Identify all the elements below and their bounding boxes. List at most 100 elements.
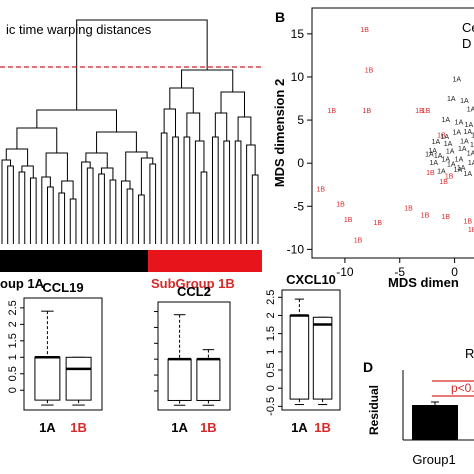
boxplot-y-tick-label: -0.5 (265, 397, 277, 416)
dendrogram-branch (138, 194, 145, 204)
scatter-point-label: 1A (454, 167, 463, 174)
dendrogram-branch (251, 174, 259, 184)
dendrogram-branch (160, 132, 168, 176)
scatter-corner-text-1: Ce (462, 20, 474, 35)
dendrogram-branch (109, 179, 117, 189)
boxplot-category-label: 1A (39, 420, 56, 435)
boxplot-box (65, 356, 92, 401)
scatter-point-label: 1A (425, 151, 434, 158)
dendrogram-branch (149, 163, 157, 207)
pvalue-label: p<0. (451, 381, 474, 395)
scatter-point-label: 1B (365, 68, 374, 75)
scatter-point-label: 1A (444, 141, 453, 148)
scatter-point-label: 1B (442, 214, 451, 221)
dendrogram-branch (120, 180, 131, 192)
scatter-point-label: 1B (468, 227, 474, 234)
scatter-point-label: 1A (467, 150, 474, 157)
dendrogram-branch (234, 140, 242, 175)
scatter-point-label: 1A (463, 171, 472, 178)
boxplot-frame (157, 301, 231, 411)
boxplot-title: CCL2 (177, 284, 211, 299)
scatter-y-tick-label: 5 (297, 113, 304, 127)
scatter-point-label: 1A (434, 153, 443, 160)
scatter-point-label: 1A (440, 134, 449, 141)
scatter-point-label: 1A (471, 132, 474, 139)
boxplot-category-label: 1B (70, 420, 87, 435)
dendrogram-branch (211, 136, 219, 203)
scatter-point-label: 1A (467, 106, 474, 113)
scatter-point-label: 1B (463, 219, 472, 226)
scatter-point-label: 1B (344, 217, 353, 224)
boxplot-y-tick-label: 1 (7, 354, 19, 360)
dendrogram-branch (61, 180, 74, 199)
scatter-y-tick-label: 10 (291, 70, 305, 84)
scatter-point-label: 1A (468, 160, 474, 167)
dendrogram-branch (58, 192, 66, 202)
scatter-point-label: 1A (460, 138, 469, 145)
boxplot-title: CCL19 (42, 280, 83, 295)
subgroup-1a-label: oup 1A (0, 276, 45, 291)
scatter-point-label: 1B (445, 174, 454, 181)
scatter-point-label: 1B (439, 179, 448, 186)
scatter-y-tick-label: -10 (287, 242, 305, 256)
boxplot-y-tick-label: 0.5 (7, 366, 19, 381)
dendrogram-branch (29, 177, 37, 187)
boxplot-category-label: 1A (171, 420, 188, 435)
boxplot-y-tick-label: 2 (265, 312, 277, 318)
bar-x-tick-label: Group1 (412, 452, 455, 467)
subgroup-1a-bar (0, 250, 149, 272)
boxplot-y-tick-label: 0 (7, 387, 19, 393)
scatter-point-label: 1A (428, 148, 437, 155)
scatter-point-label: 1A (465, 122, 474, 129)
scatter-point-label: 1A (455, 119, 464, 126)
boxplot-y-tick-label: 2 (7, 321, 19, 327)
scatter-point-label: 1B (316, 187, 325, 194)
scatter-point-label: 1A (447, 162, 456, 169)
dendrogram-branch (86, 167, 94, 177)
dendrogram-branch (69, 198, 77, 208)
boxplot-category-label: 1A (291, 420, 308, 435)
scatter-point-label: 1A (470, 142, 474, 149)
dendrogram-branch (7, 165, 14, 175)
dendrogram-branch (85, 152, 108, 168)
scatter-plot-frame (311, 7, 474, 259)
dendrogram-branch (18, 171, 26, 181)
scatter-point-label: 1A (452, 130, 461, 137)
panel-b-letter: B (275, 9, 285, 25)
dendrogram-branch (200, 171, 208, 197)
dendrogram-branch (5, 148, 29, 166)
scatter-point-label: 1A (442, 117, 451, 124)
boxplot-y-tick-label: 2.5 (265, 290, 277, 305)
dendrogram-branch (183, 136, 191, 188)
boxplot-y-tick-label: 0 (265, 385, 277, 391)
scatter-point-label: 1A (442, 156, 451, 163)
boxplot-box (312, 316, 333, 400)
dendrogram-branch (125, 151, 148, 181)
scatter-point-label: 1B (354, 237, 363, 244)
scatter-x-tick-label: 0 (451, 265, 458, 279)
scatter-point-label: 1B (374, 220, 383, 227)
dendrogram-branch (36, 109, 117, 132)
scatter-point-label: 1A (463, 129, 472, 136)
scatter-point-label: 1B (422, 108, 431, 115)
scatter-x-tick-label: -5 (394, 265, 405, 279)
scatter-point-label: 1B (336, 201, 345, 208)
dendrogram-branch (181, 69, 234, 92)
boxplot-box (289, 314, 310, 400)
boxplot-frame (23, 297, 103, 411)
dendrogram-branch (96, 131, 137, 153)
scatter-y-label: MDS dimension 2 (272, 79, 287, 187)
boxplot-y-tick-label: 0.5 (265, 362, 277, 377)
dendrogram-branch (81, 161, 91, 171)
scatter-point-label: 1A (437, 169, 446, 176)
scatter-point-label: 1A (447, 96, 456, 103)
boxplot-category-label: 1B (200, 420, 217, 435)
boxplot-panels: CCL19 0 0.5 1 1.5 2 2.5 1A 1B CCL2 1A 1B CXCL10 -0.5 0… (7, 272, 341, 435)
scatter-x-label: MDS dimen (388, 275, 459, 290)
dendrogram-branch (223, 140, 231, 209)
dendrogram-branch (194, 140, 205, 191)
scatter-x-tick-label: -10 (336, 265, 354, 279)
scatter-point-label: 1A (460, 98, 469, 105)
